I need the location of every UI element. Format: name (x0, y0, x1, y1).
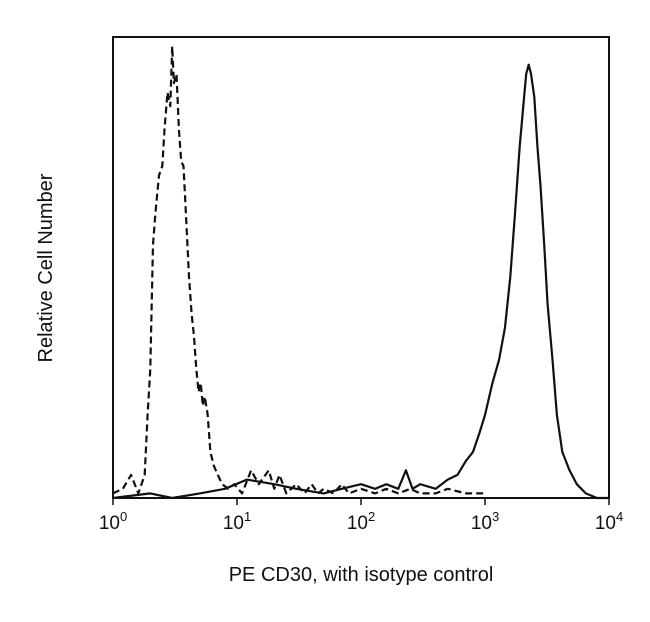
x-tick-label-exponent: 3 (492, 509, 499, 524)
x-tick-label-base: 10 (223, 513, 244, 534)
x-tick-label-base: 10 (595, 513, 616, 534)
x-tick-label-base: 10 (347, 513, 368, 534)
x-tick-label-exponent: 0 (120, 509, 127, 524)
x-tick-label-base: 10 (99, 513, 120, 534)
x-tick-label: 100 (99, 509, 127, 534)
x-axis: 100 101 102 103 104 (99, 498, 623, 534)
x-tick-label-exponent: 4 (616, 509, 623, 524)
x-tick-label-exponent: 2 (368, 509, 375, 524)
x-tick-label-exponent: 1 (244, 509, 251, 524)
x-tick-label-base: 10 (471, 513, 492, 534)
isotype-control-histogram (112, 45, 485, 495)
x-tick-label: 102 (347, 509, 375, 534)
x-tick-label: 103 (471, 509, 499, 534)
series-layer (112, 45, 609, 500)
x-tick-label: 104 (595, 509, 623, 534)
x-tick-label: 101 (223, 509, 251, 534)
x-axis-title: PE CD30, with isotype control (229, 564, 494, 586)
y-axis-title: Relative Cell Number (35, 173, 57, 362)
pe-cd30-histogram (112, 63, 609, 500)
